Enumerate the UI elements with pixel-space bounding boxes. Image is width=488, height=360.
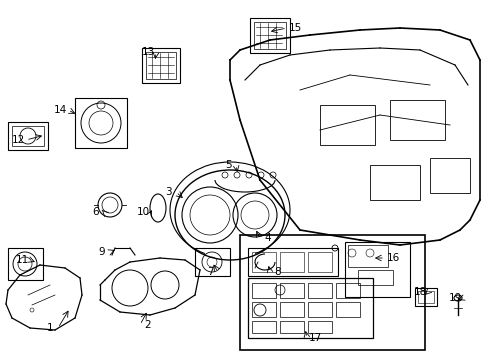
Bar xyxy=(335,302,359,317)
Bar xyxy=(280,283,304,298)
Bar xyxy=(369,165,419,200)
Text: 19: 19 xyxy=(447,293,461,303)
Text: 11: 11 xyxy=(15,255,29,265)
Bar xyxy=(251,283,275,298)
Text: 2: 2 xyxy=(144,320,151,330)
Bar xyxy=(280,252,304,272)
Bar xyxy=(280,321,304,333)
Bar xyxy=(307,321,331,333)
Text: 6: 6 xyxy=(93,207,99,217)
Bar xyxy=(146,52,176,79)
Text: 8: 8 xyxy=(274,267,281,277)
Bar xyxy=(240,235,424,350)
Text: 17: 17 xyxy=(308,333,321,343)
Text: 9: 9 xyxy=(99,247,105,257)
Text: 13: 13 xyxy=(141,47,154,57)
Text: 16: 16 xyxy=(386,253,399,263)
Bar xyxy=(75,98,127,148)
Bar xyxy=(247,248,337,276)
Bar xyxy=(429,158,469,193)
Bar xyxy=(249,18,289,53)
Bar xyxy=(307,252,331,272)
Text: 14: 14 xyxy=(53,105,66,115)
Text: 3: 3 xyxy=(164,187,171,197)
Bar xyxy=(8,248,43,280)
Bar xyxy=(251,252,275,272)
Bar xyxy=(12,126,44,146)
Bar xyxy=(319,105,374,145)
Bar xyxy=(247,278,372,338)
Bar xyxy=(357,270,392,285)
Bar xyxy=(251,302,275,317)
Bar xyxy=(280,302,304,317)
Bar xyxy=(307,302,331,317)
Bar xyxy=(251,321,275,333)
Text: 10: 10 xyxy=(136,207,149,217)
Text: 15: 15 xyxy=(288,23,301,33)
Bar xyxy=(389,100,444,140)
Text: 18: 18 xyxy=(412,287,426,297)
Bar xyxy=(347,245,387,267)
Text: 4: 4 xyxy=(264,233,271,243)
Bar xyxy=(414,288,436,306)
Bar xyxy=(417,291,433,303)
Bar xyxy=(307,283,331,298)
Bar xyxy=(142,48,180,83)
Text: 1: 1 xyxy=(46,323,53,333)
Text: 12: 12 xyxy=(11,135,24,145)
Bar xyxy=(253,22,285,49)
Bar xyxy=(8,122,48,150)
Bar xyxy=(335,283,359,298)
Bar xyxy=(195,248,229,276)
Bar xyxy=(345,242,409,297)
Text: 7: 7 xyxy=(206,267,213,277)
Text: 5: 5 xyxy=(224,160,231,170)
